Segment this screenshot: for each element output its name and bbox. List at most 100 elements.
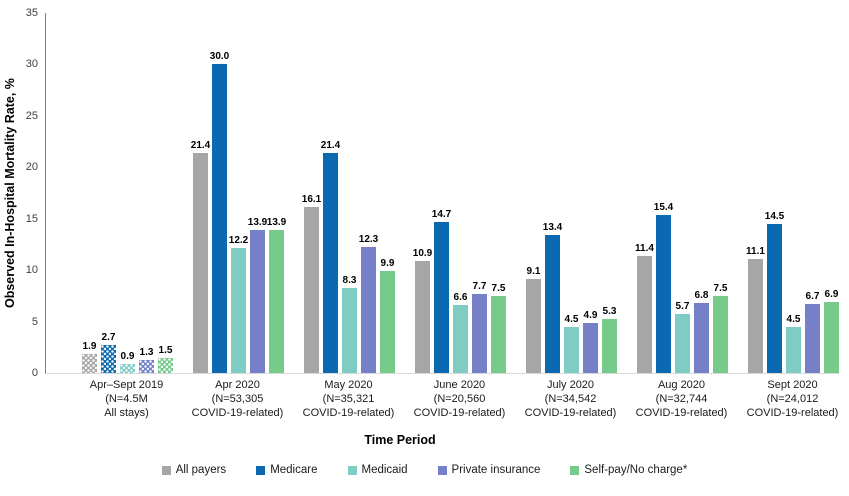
bar-value-label: 11.4: [635, 242, 654, 254]
legend-label: Medicaid: [361, 464, 408, 476]
bar-self-pay-no-charge: [158, 357, 173, 373]
bar-self-pay-no-charge: [380, 271, 395, 373]
legend-label: All payers: [175, 464, 227, 476]
bar-value-label: 0.9: [120, 350, 135, 362]
bar-with-label: 6.8: [694, 290, 709, 373]
bar-medicare: [545, 235, 560, 373]
bar-value-label: 4.5: [786, 313, 801, 325]
bar-with-label: 7.7: [472, 281, 487, 373]
bar-with-label: 1.9: [82, 341, 97, 373]
bar-value-label: 6.8: [694, 290, 709, 302]
bar-value-label: 6.6: [453, 292, 468, 304]
bar-with-label: 12.3: [358, 233, 379, 373]
bar-self-pay-no-charge: [269, 230, 284, 373]
bar-medicaid: [564, 326, 579, 373]
bar-value-label: 14.5: [764, 210, 785, 222]
legend-label: Medicare: [270, 464, 318, 476]
bar-private-insurance: [472, 293, 487, 373]
bar-self-pay-no-charge: [491, 295, 506, 373]
bar-with-label: 0.9: [120, 351, 135, 373]
x-tick-label: Sept 2020 (N=24,012 COVID-19-related): [746, 379, 839, 420]
bar-with-label: 9.1: [526, 266, 541, 373]
bar-with-label: 5.7: [675, 301, 690, 373]
bar-all-payers: [304, 207, 319, 373]
bar-group: 1.9 2.7 0.9 1.3 1.5: [82, 332, 173, 373]
bar-value-label: 5.7: [675, 301, 690, 313]
bar-all-payers: [526, 279, 541, 373]
bar-with-label: 7.5: [713, 283, 728, 373]
bar-with-label: 16.1: [301, 194, 322, 373]
bar-with-label: 1.3: [139, 347, 154, 373]
bar-all-payers: [82, 353, 97, 373]
bar-value-label: 13.9: [247, 217, 268, 228]
x-tick-label: Aug 2020 (N=32,744 COVID-19-related): [635, 379, 728, 420]
bar-with-label: 2.7: [101, 332, 116, 373]
y-tick-label: 20: [25, 161, 38, 174]
bar-private-insurance: [805, 304, 820, 373]
bar-group: 10.9 14.7 6.6 7.7 7.5: [412, 209, 506, 373]
bar-value-label: 13.9: [266, 217, 287, 228]
legend-swatch: [256, 465, 266, 475]
y-tick-label: 0: [31, 367, 38, 379]
bar-value-label: 16.1: [301, 194, 322, 206]
y-tick-label: 25: [25, 109, 38, 122]
bar-with-label: 21.4: [320, 139, 341, 373]
bar-with-label: 4.5: [564, 314, 579, 373]
legend-swatch: [161, 465, 171, 475]
legend-swatch: [570, 465, 580, 475]
bar-value-label: 8.3: [342, 274, 357, 286]
legend-swatch: [347, 465, 357, 475]
y-tick-label: 30: [25, 58, 38, 71]
plot-area: 1.9 2.7 0.9 1.3 1.5 21.4 30.0 12.2 13.9 13.9 16.1 2…: [45, 13, 839, 374]
bar-with-label: 30.0: [209, 51, 230, 373]
bar-with-label: 13.9: [266, 217, 287, 373]
bar-value-label: 4.9: [583, 309, 598, 321]
bar-group: 16.1 21.4 8.3 12.3 9.9: [301, 139, 395, 373]
bar-group: 9.1 13.4 4.5 4.9 5.3: [526, 222, 617, 373]
bar-value-label: 1.3: [139, 346, 154, 358]
bar-value-label: 11.1: [746, 245, 765, 257]
bar-value-label: 10.9: [412, 247, 433, 259]
bar-medicare: [767, 223, 782, 373]
bar-private-insurance: [139, 359, 154, 373]
bar-with-label: 6.6: [453, 292, 468, 373]
legend-label: Self-pay/No charge*: [584, 464, 688, 476]
bar-private-insurance: [250, 230, 265, 373]
bar-with-label: 4.5: [786, 314, 801, 373]
bar-with-label: 12.2: [229, 235, 248, 373]
bar-group: 11.1 14.5 4.5 6.7 6.9: [746, 210, 839, 373]
bar-with-label: 11.1: [746, 245, 765, 373]
bar-self-pay-no-charge: [602, 318, 617, 373]
bar-medicaid: [120, 363, 135, 373]
x-tick-label: July 2020 (N=34,542 COVID-19-related): [524, 379, 617, 420]
bar-with-label: 11.4: [635, 242, 654, 373]
bar-with-label: 6.9: [824, 289, 839, 373]
bar-medicare: [656, 214, 671, 373]
bar-private-insurance: [361, 246, 376, 373]
bar-value-label: 13.4: [542, 222, 563, 234]
bar-value-label: 12.3: [358, 233, 379, 245]
legend-label: Private insurance: [451, 464, 541, 476]
plot-groups: 1.9 2.7 0.9 1.3 1.5 21.4 30.0 12.2 13.9 13.9 16.1 2…: [46, 13, 839, 373]
bar-with-label: 21.4: [190, 139, 211, 373]
bar-medicaid: [675, 314, 690, 373]
bar-with-label: 14.5: [764, 210, 785, 373]
bar-value-label: 15.4: [653, 201, 674, 213]
bar-value-label: 9.1: [526, 266, 541, 278]
y-tick-label: 35: [25, 7, 38, 19]
bar-self-pay-no-charge: [713, 295, 728, 373]
bar-value-label: 30.0: [209, 51, 230, 63]
y-axis-ticks: 0 5 10 15 20 25 30 35: [0, 7, 38, 379]
bar-medicaid: [342, 287, 357, 373]
bar-group: 11.4 15.4 5.7 6.8 7.5: [635, 201, 728, 373]
legend-swatch: [437, 465, 447, 475]
x-axis-title: Time Period: [364, 433, 436, 447]
bar-with-label: 13.9: [247, 217, 268, 373]
bar-medicare: [101, 345, 116, 373]
x-tick-label: May 2020 (N=35,321 COVID-19-related): [302, 379, 395, 420]
bar-value-label: 21.4: [320, 139, 341, 151]
y-tick-label: 10: [25, 264, 38, 277]
legend-item: Self-pay/No charge*: [570, 464, 687, 476]
bar-value-label: 21.4: [190, 139, 211, 151]
